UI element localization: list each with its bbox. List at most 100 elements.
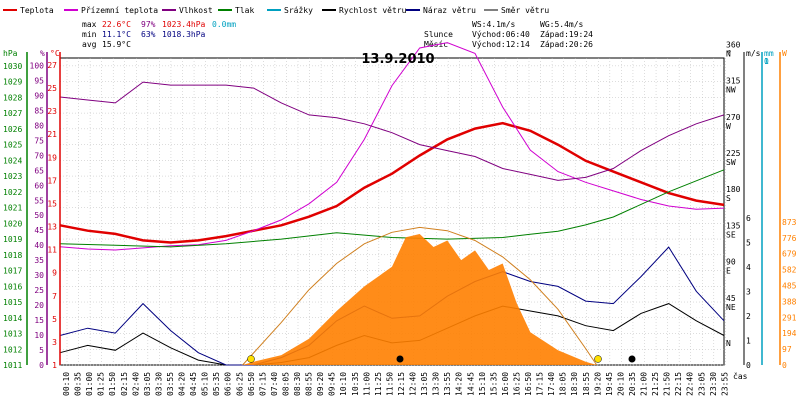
degc-tick-label: 15 [47, 199, 57, 208]
x-tick-label: 20:35 [628, 372, 637, 396]
info-wg: WG:5.4m/s [540, 20, 584, 29]
x-tick-label: 03:05 [143, 372, 152, 396]
hpa-tick-label: 1024 [3, 156, 22, 165]
ms-tick-label: 4 [746, 263, 751, 272]
hpa-tick-label: 1029 [3, 78, 22, 87]
x-tick-label: 12:15 [397, 372, 406, 396]
degc-axis-label: °C [50, 49, 60, 58]
degc-tick-label: 27 [47, 61, 57, 70]
x-tick-label: 21:50 [663, 372, 672, 396]
x-tick-label: 23:05 [697, 372, 706, 396]
x-tick-label: 15:35 [489, 372, 498, 396]
dir-tick-value: 225 [726, 149, 741, 158]
moonrise-marker [396, 355, 404, 363]
sunset-marker [594, 355, 602, 363]
pct-tick-label: 80 [34, 121, 44, 130]
x-tick-label: 14:45 [466, 372, 475, 396]
pct-tick-label: 0 [39, 361, 44, 370]
x-tick-label: 20:10 [616, 372, 625, 396]
x-tick-label: 19:45 [605, 372, 614, 396]
dir-tick-value: 90 [726, 258, 736, 267]
hpa-tick-label: 1018 [3, 251, 22, 260]
series-area-radiation [242, 233, 597, 365]
x-tick-label: 13:30 [432, 372, 441, 396]
ms-tick-label: 2 [746, 312, 751, 321]
dir-tick-value: 270 [726, 113, 741, 122]
x-tick-label: 11:00 [362, 372, 371, 396]
x-tick-label: 16:50 [524, 372, 533, 396]
x-tick-label: 02:15 [120, 372, 129, 396]
ms-axis-label: m/s [746, 49, 761, 58]
x-tick-label: 22:15 [674, 372, 683, 396]
series-line [59, 42, 725, 251]
hpa-tick-label: 1026 [3, 125, 22, 134]
dir-tick-dir: N [726, 339, 731, 348]
degc-tick-label: 11 [47, 246, 57, 255]
dir-tick-value: 135 [726, 221, 741, 230]
dir-tick-dir: NE [726, 303, 736, 312]
ms-tick-label: 1 [746, 337, 751, 346]
mm-tick-label: 1 [764, 57, 769, 66]
dir-tick-value: 360 [726, 40, 741, 49]
series-line [59, 169, 725, 248]
dir-tick-dir: S [726, 194, 731, 203]
x-tick-label: 13:55 [443, 372, 452, 396]
hpa-tick-label: 1020 [3, 219, 22, 228]
dir-tick-value: 315 [726, 77, 741, 86]
x-tick-label: 03:30 [154, 372, 163, 396]
pct-tick-label: 40 [34, 241, 44, 250]
stat-min-temp: 11.1°C [102, 30, 131, 39]
pct-tick-label: 10 [34, 331, 44, 340]
ms-tick-label: 0 [746, 361, 751, 370]
x-tick-label: 00:35 [74, 372, 83, 396]
hpa-tick-label: 1028 [3, 93, 22, 102]
pct-tick-label: 55 [34, 196, 44, 205]
hpa-tick-label: 1030 [3, 62, 22, 71]
pct-tick-label: 90 [34, 91, 44, 100]
stat-max-press: 1023.4hPa [162, 20, 206, 29]
wm2-tick-label: 873 [782, 218, 797, 227]
wm2-tick-label: 582 [782, 266, 797, 275]
info-sun-label: Slunce [424, 30, 453, 39]
x-tick-label: 11:25 [374, 372, 383, 396]
info-ws: WS:4.1m/s [472, 20, 516, 29]
x-tick-label: 08:05 [281, 372, 290, 396]
pct-axis-label: % [40, 49, 45, 58]
x-tick-label: 01:25 [97, 372, 106, 396]
x-tick-label: 18:30 [570, 372, 579, 396]
x-tick-label: 23:30 [709, 372, 718, 396]
degc-tick-label: 17 [47, 176, 57, 185]
pct-tick-label: 35 [34, 256, 44, 265]
moonset-marker [628, 355, 636, 363]
pct-tick-label: 70 [34, 151, 44, 160]
hpa-tick-label: 1022 [3, 188, 22, 197]
hpa-tick-label: 1013 [3, 330, 22, 339]
x-tick-label: 17:40 [547, 372, 556, 396]
pct-tick-label: 50 [34, 211, 44, 220]
degc-tick-label: 23 [47, 107, 57, 116]
pct-tick-label: 85 [34, 106, 44, 115]
x-tick-label: 22:40 [686, 372, 695, 396]
dir-tick-value: 45 [726, 294, 736, 303]
x-tick-label: 00:10 [62, 372, 71, 396]
hpa-tick-label: 1021 [3, 204, 22, 213]
wm2-axis-label: W [782, 49, 787, 58]
wm2-tick-label: 388 [782, 297, 797, 306]
x-tick-label: 12:40 [409, 372, 418, 396]
pct-tick-label: 95 [34, 76, 44, 85]
hpa-tick-label: 1015 [3, 298, 22, 307]
x-tick-label: 06:50 [247, 372, 256, 396]
hpa-tick-label: 1027 [3, 109, 22, 118]
legend-label: Směr větru [501, 6, 549, 15]
hpa-axis-label: hPa [3, 49, 18, 58]
legend-label: Vlhkost [179, 6, 213, 15]
x-tick-label: 13:05 [420, 372, 429, 396]
x-tick-label: 17:15 [536, 372, 545, 396]
hpa-tick-label: 1016 [3, 282, 22, 291]
legend-label: Náraz větru [423, 6, 476, 15]
x-tick-label: 01:50 [108, 372, 117, 396]
legend-label: Rychlost větru [339, 6, 407, 15]
hpa-tick-label: 1012 [3, 345, 22, 354]
stat-max-label: max [82, 20, 97, 29]
